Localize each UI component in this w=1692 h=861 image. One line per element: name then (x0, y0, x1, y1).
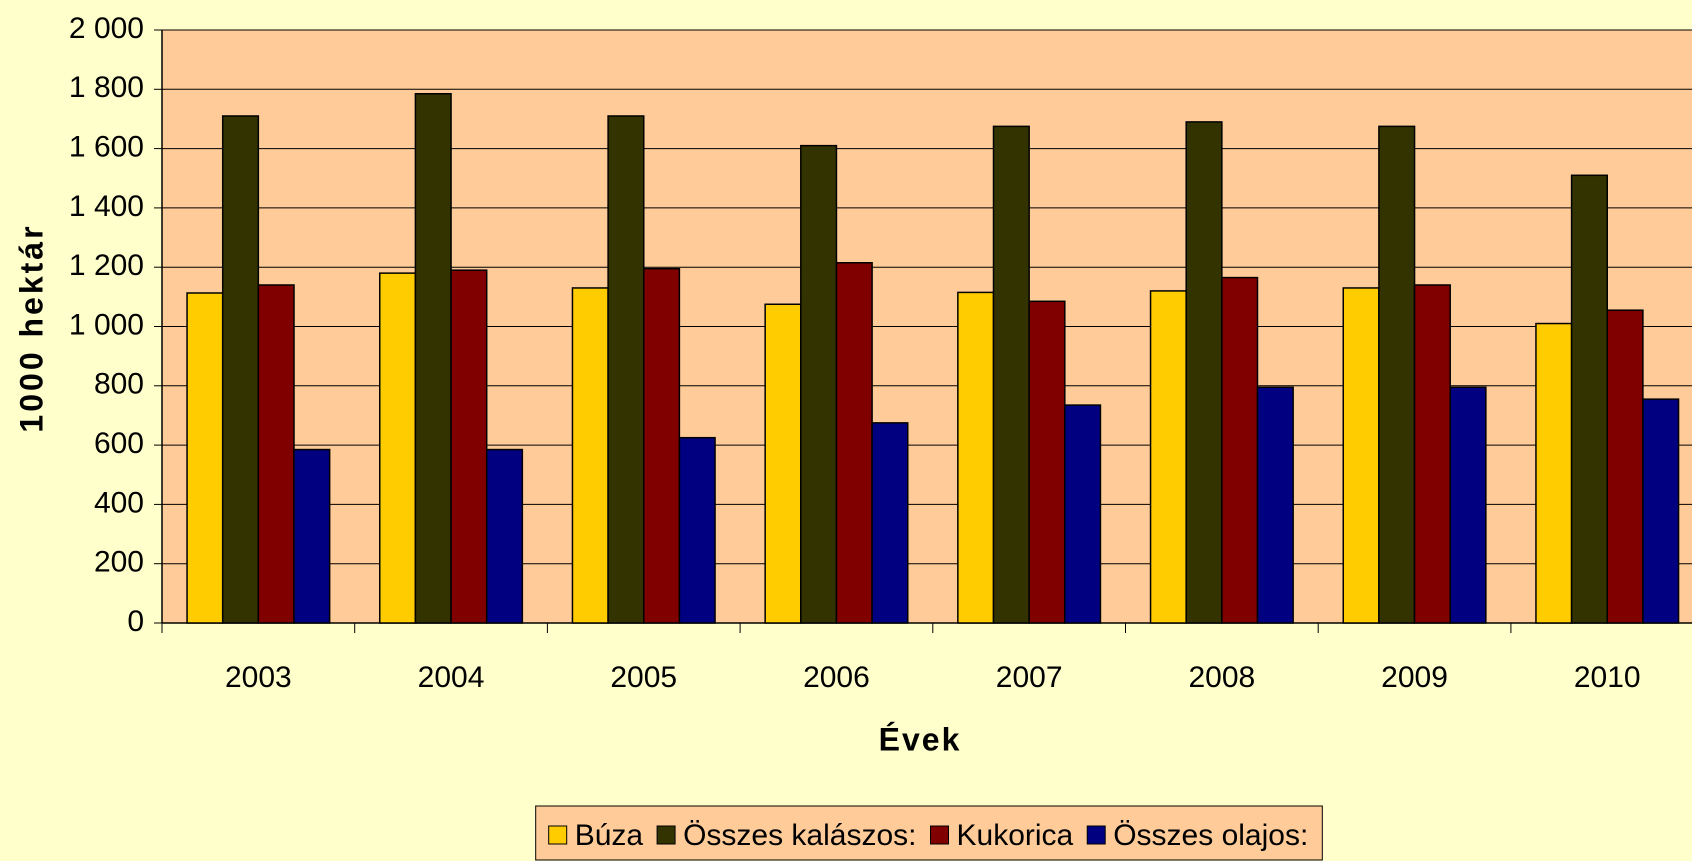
bar (957, 291, 995, 624)
y-tick-label: 1 400 (69, 190, 144, 223)
legend-swatch (656, 825, 676, 845)
bar (1221, 276, 1259, 624)
bar (1185, 121, 1223, 624)
legend-swatch (1086, 825, 1106, 845)
legend-swatch (548, 825, 568, 845)
bar (293, 448, 331, 624)
y-tick-label: 1 000 (69, 308, 144, 341)
bar (643, 267, 681, 624)
x-axis-title: Évek (879, 721, 962, 757)
y-tick-label: 1 200 (69, 249, 144, 282)
bar (1149, 290, 1187, 624)
bar (257, 284, 295, 624)
bar (450, 269, 488, 624)
legend-swatch (930, 825, 950, 845)
bar (1606, 309, 1644, 624)
bar (1028, 300, 1066, 624)
x-tick-label: 2004 (418, 661, 485, 694)
bar (1413, 284, 1451, 624)
bar (800, 144, 838, 624)
y-tick-label: 600 (94, 427, 144, 460)
bar (835, 262, 873, 624)
x-tick-label: 2005 (610, 661, 677, 694)
bar (607, 115, 645, 624)
bar (1642, 398, 1680, 624)
bar (1535, 322, 1573, 624)
bar (485, 448, 524, 624)
bar (764, 303, 802, 624)
x-tick-label: 2008 (1188, 661, 1255, 694)
bar (571, 287, 609, 624)
y-tick-label: 200 (94, 546, 144, 579)
x-tick-label: 2007 (996, 661, 1063, 694)
x-tick-label: 2010 (1574, 661, 1641, 694)
legend-label: Összes olajos: (1113, 819, 1308, 852)
y-tick-label: 2 000 (69, 12, 144, 45)
bar (1342, 287, 1380, 624)
bar (414, 92, 452, 624)
legend-label: Összes kalászos: (683, 819, 916, 852)
y-tick-label: 400 (94, 486, 144, 519)
y-tick-label: 0 (127, 605, 144, 638)
x-tick-label: 2006 (803, 661, 870, 694)
bar (992, 125, 1030, 624)
y-tick-label: 800 (94, 368, 144, 401)
y-tick-label: 1 800 (69, 71, 144, 104)
x-tick-label: 2003 (225, 661, 292, 694)
legend-label: Búza (575, 819, 644, 852)
bar (186, 292, 224, 624)
bar (379, 272, 417, 624)
bar (871, 422, 909, 624)
bar (1064, 404, 1102, 624)
bar (221, 115, 260, 624)
y-axis-title: 1000 hektár (13, 223, 49, 432)
bar (1378, 125, 1416, 624)
legend-label: Kukorica (957, 819, 1074, 852)
x-tick-label: 2009 (1381, 661, 1448, 694)
y-tick-label: 1 600 (69, 131, 144, 164)
bar (1449, 386, 1487, 624)
bar (1256, 386, 1294, 624)
bar (1570, 174, 1608, 624)
bar (678, 436, 716, 624)
